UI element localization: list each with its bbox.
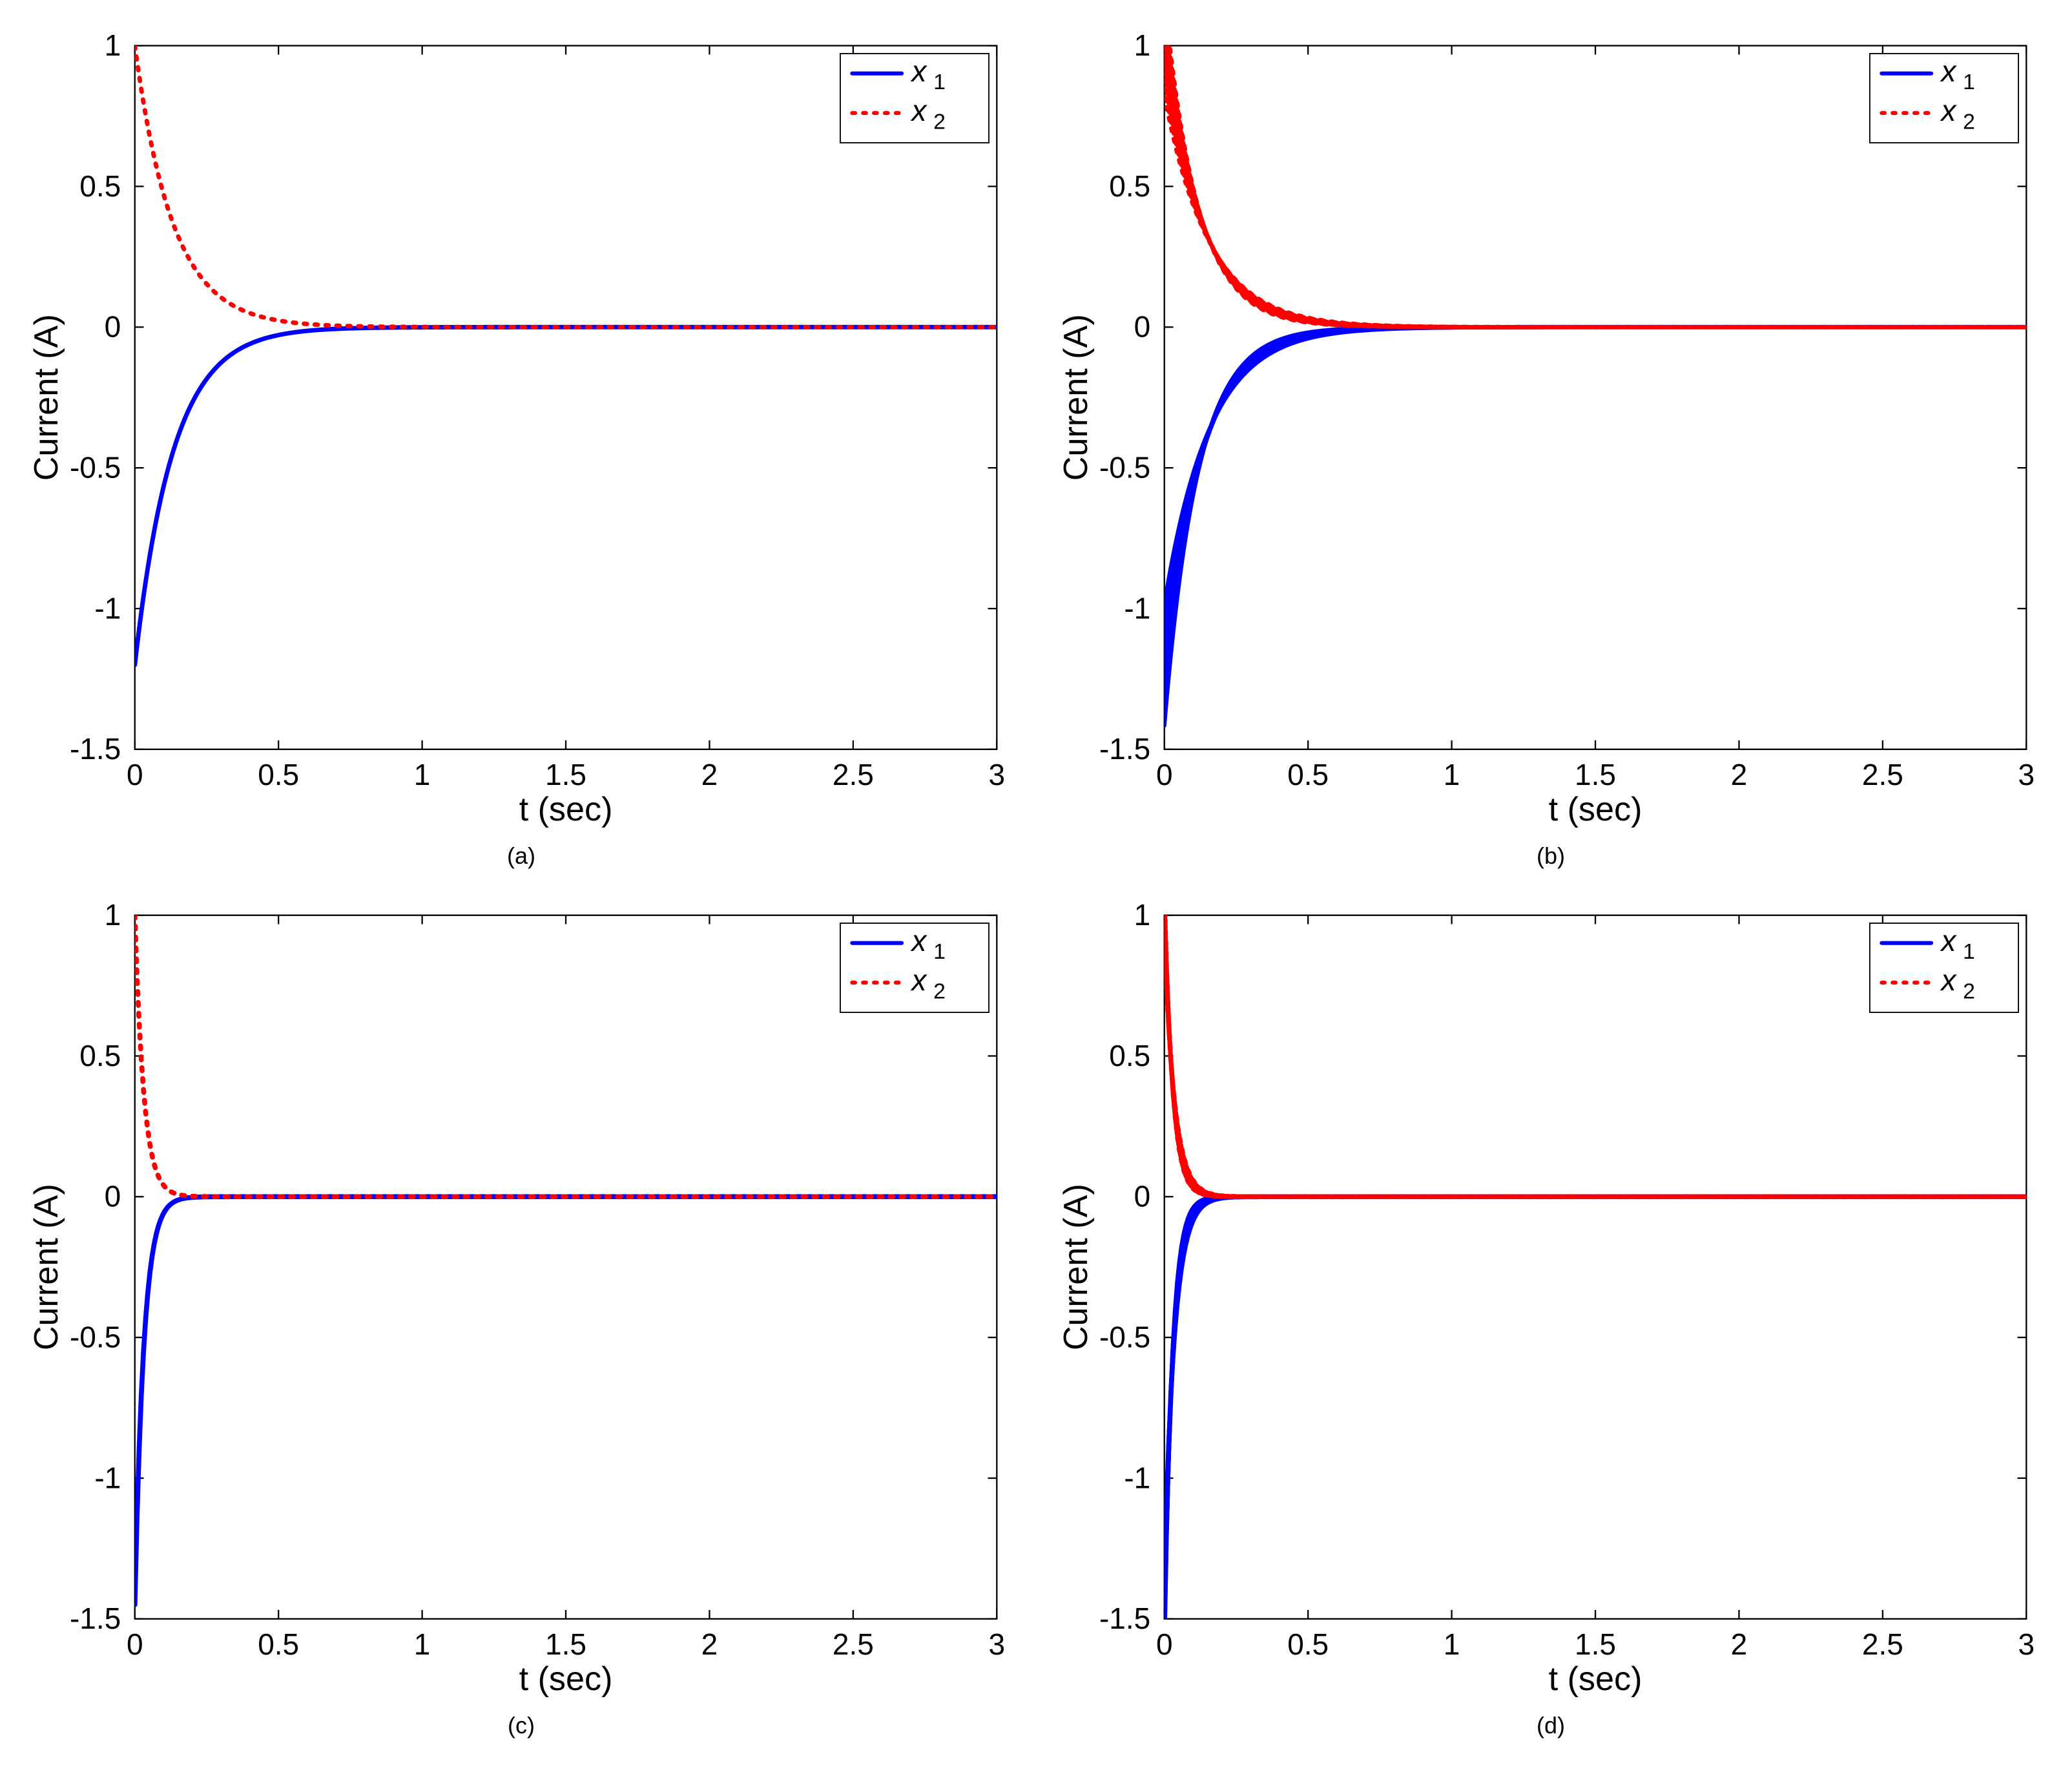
svg-text:x: x xyxy=(1940,963,1957,997)
svg-text:-1.5: -1.5 xyxy=(1099,732,1150,766)
svg-text:x: x xyxy=(1940,924,1957,957)
svg-text:2: 2 xyxy=(933,979,946,1003)
svg-text:2: 2 xyxy=(933,110,946,134)
svg-text:0: 0 xyxy=(127,758,143,791)
chart-grid: 0 0.5 1 1.5 2 2.5 3 -1.5 -1 -0.5 0 0.5 1 t (sec) Curre… xyxy=(26,26,2046,1739)
svg-text:3: 3 xyxy=(2018,758,2035,791)
svg-text:0.5: 0.5 xyxy=(258,758,299,791)
svg-text:-1.5: -1.5 xyxy=(1099,1602,1150,1635)
svg-text:2: 2 xyxy=(1963,110,1975,134)
plot-a-wrap: 0 0.5 1 1.5 2 2.5 3 -1.5 -1 -0.5 0 0.5 1 t (sec) Curre… xyxy=(26,26,1017,839)
sublabel-d: (d) xyxy=(1537,1712,1565,1739)
svg-text:-1: -1 xyxy=(1124,1461,1150,1494)
svg-text:0: 0 xyxy=(105,1180,121,1213)
svg-text:2: 2 xyxy=(1963,979,1975,1003)
svg-text:t (sec): t (sec) xyxy=(519,1660,613,1698)
svg-text:0: 0 xyxy=(127,1627,143,1661)
plot-c: 0 0.5 1 1.5 2 2.5 3 -1.5 -1 -0.5 0 0.5 1 t (sec) Curre… xyxy=(26,895,1017,1708)
svg-text:1: 1 xyxy=(1963,939,1975,964)
panel-d: 0 0.5 1 1.5 2 2.5 3 -1.5 -1 -0.5 0 0.5 1 t (sec) Curre… xyxy=(1055,895,2046,1739)
svg-text:0.5: 0.5 xyxy=(1109,169,1150,203)
svg-text:1: 1 xyxy=(933,70,946,94)
svg-text:1: 1 xyxy=(1134,898,1151,932)
panel-b: 0 0.5 1 1.5 2 2.5 3 -1.5 -1 -0.5 0 0.5 1 t (sec) Curre… xyxy=(1055,26,2046,870)
svg-text:t (sec): t (sec) xyxy=(519,791,613,828)
svg-text:Current (A): Current (A) xyxy=(1057,1184,1095,1350)
panel-c: 0 0.5 1 1.5 2 2.5 3 -1.5 -1 -0.5 0 0.5 1 t (sec) Curre… xyxy=(26,895,1017,1739)
svg-text:Current (A): Current (A) xyxy=(1057,314,1095,481)
svg-text:1: 1 xyxy=(1134,28,1151,62)
svg-text:0: 0 xyxy=(1156,758,1173,791)
svg-text:x: x xyxy=(910,54,927,88)
svg-text:1: 1 xyxy=(105,898,121,932)
svg-text:Current (A): Current (A) xyxy=(28,1184,65,1350)
svg-text:-0.5: -0.5 xyxy=(70,1320,121,1353)
svg-text:1.5: 1.5 xyxy=(1575,1627,1616,1661)
panel-a: 0 0.5 1 1.5 2 2.5 3 -1.5 -1 -0.5 0 0.5 1 t (sec) Curre… xyxy=(26,26,1017,870)
svg-text:2: 2 xyxy=(1731,1627,1748,1661)
svg-text:3: 3 xyxy=(989,758,1006,791)
svg-text:0: 0 xyxy=(1134,1180,1151,1213)
plot-a: 0 0.5 1 1.5 2 2.5 3 -1.5 -1 -0.5 0 0.5 1 t (sec) Curre… xyxy=(26,26,1017,839)
plot-d: 0 0.5 1 1.5 2 2.5 3 -1.5 -1 -0.5 0 0.5 1 t (sec) Curre… xyxy=(1055,895,2046,1708)
svg-text:2.5: 2.5 xyxy=(1862,1627,1903,1661)
svg-text:1: 1 xyxy=(1963,70,1975,94)
svg-text:0.5: 0.5 xyxy=(258,1627,299,1661)
svg-text:-0.5: -0.5 xyxy=(70,451,121,485)
svg-text:-0.5: -0.5 xyxy=(1099,1320,1150,1353)
svg-text:x: x xyxy=(910,924,927,957)
svg-text:0.5: 0.5 xyxy=(79,1039,121,1072)
svg-text:-1: -1 xyxy=(1124,591,1150,625)
svg-text:-1: -1 xyxy=(94,1461,121,1494)
svg-text:x: x xyxy=(910,963,927,997)
svg-text:0: 0 xyxy=(1156,1627,1173,1661)
svg-text:1: 1 xyxy=(105,28,121,62)
sublabel-b: (b) xyxy=(1537,842,1565,870)
svg-text:1: 1 xyxy=(933,939,946,964)
svg-text:1: 1 xyxy=(1444,1627,1460,1661)
svg-text:1: 1 xyxy=(414,1627,431,1661)
svg-text:3: 3 xyxy=(989,1627,1006,1661)
svg-text:t (sec): t (sec) xyxy=(1549,791,1642,828)
svg-text:1.5: 1.5 xyxy=(545,758,586,791)
svg-text:0: 0 xyxy=(105,310,121,344)
svg-text:2.5: 2.5 xyxy=(833,758,874,791)
sublabel-c: (c) xyxy=(508,1712,535,1739)
svg-text:-0.5: -0.5 xyxy=(1099,451,1150,485)
svg-text:x: x xyxy=(1940,94,1957,127)
svg-text:0.5: 0.5 xyxy=(79,169,121,203)
svg-text:0.5: 0.5 xyxy=(1109,1039,1150,1072)
svg-text:-1.5: -1.5 xyxy=(70,732,121,766)
svg-text:0: 0 xyxy=(1134,310,1151,344)
plot-d-wrap: 0 0.5 1 1.5 2 2.5 3 -1.5 -1 -0.5 0 0.5 1 t (sec) Curre… xyxy=(1055,895,2046,1708)
svg-text:x: x xyxy=(1940,54,1957,88)
svg-text:1: 1 xyxy=(414,758,431,791)
svg-text:2: 2 xyxy=(1731,758,1748,791)
svg-text:-1: -1 xyxy=(94,591,121,625)
sublabel-a: (a) xyxy=(507,842,535,870)
svg-text:t (sec): t (sec) xyxy=(1549,1660,1642,1698)
svg-text:Current (A): Current (A) xyxy=(28,314,65,481)
svg-text:-1.5: -1.5 xyxy=(70,1602,121,1635)
svg-text:3: 3 xyxy=(2018,1627,2035,1661)
svg-text:1.5: 1.5 xyxy=(545,1627,586,1661)
svg-text:2.5: 2.5 xyxy=(833,1627,874,1661)
plot-b: 0 0.5 1 1.5 2 2.5 3 -1.5 -1 -0.5 0 0.5 1 t (sec) Curre… xyxy=(1055,26,2046,839)
svg-text:x: x xyxy=(910,94,927,127)
svg-text:1.5: 1.5 xyxy=(1575,758,1616,791)
svg-text:0.5: 0.5 xyxy=(1287,1627,1329,1661)
plot-c-wrap: 0 0.5 1 1.5 2 2.5 3 -1.5 -1 -0.5 0 0.5 1 t (sec) Curre… xyxy=(26,895,1017,1708)
svg-text:2: 2 xyxy=(701,1627,718,1661)
plot-b-wrap: 0 0.5 1 1.5 2 2.5 3 -1.5 -1 -0.5 0 0.5 1 t (sec) Curre… xyxy=(1055,26,2046,839)
svg-text:2: 2 xyxy=(701,758,718,791)
svg-text:1: 1 xyxy=(1444,758,1460,791)
svg-text:0.5: 0.5 xyxy=(1287,758,1329,791)
svg-text:2.5: 2.5 xyxy=(1862,758,1903,791)
